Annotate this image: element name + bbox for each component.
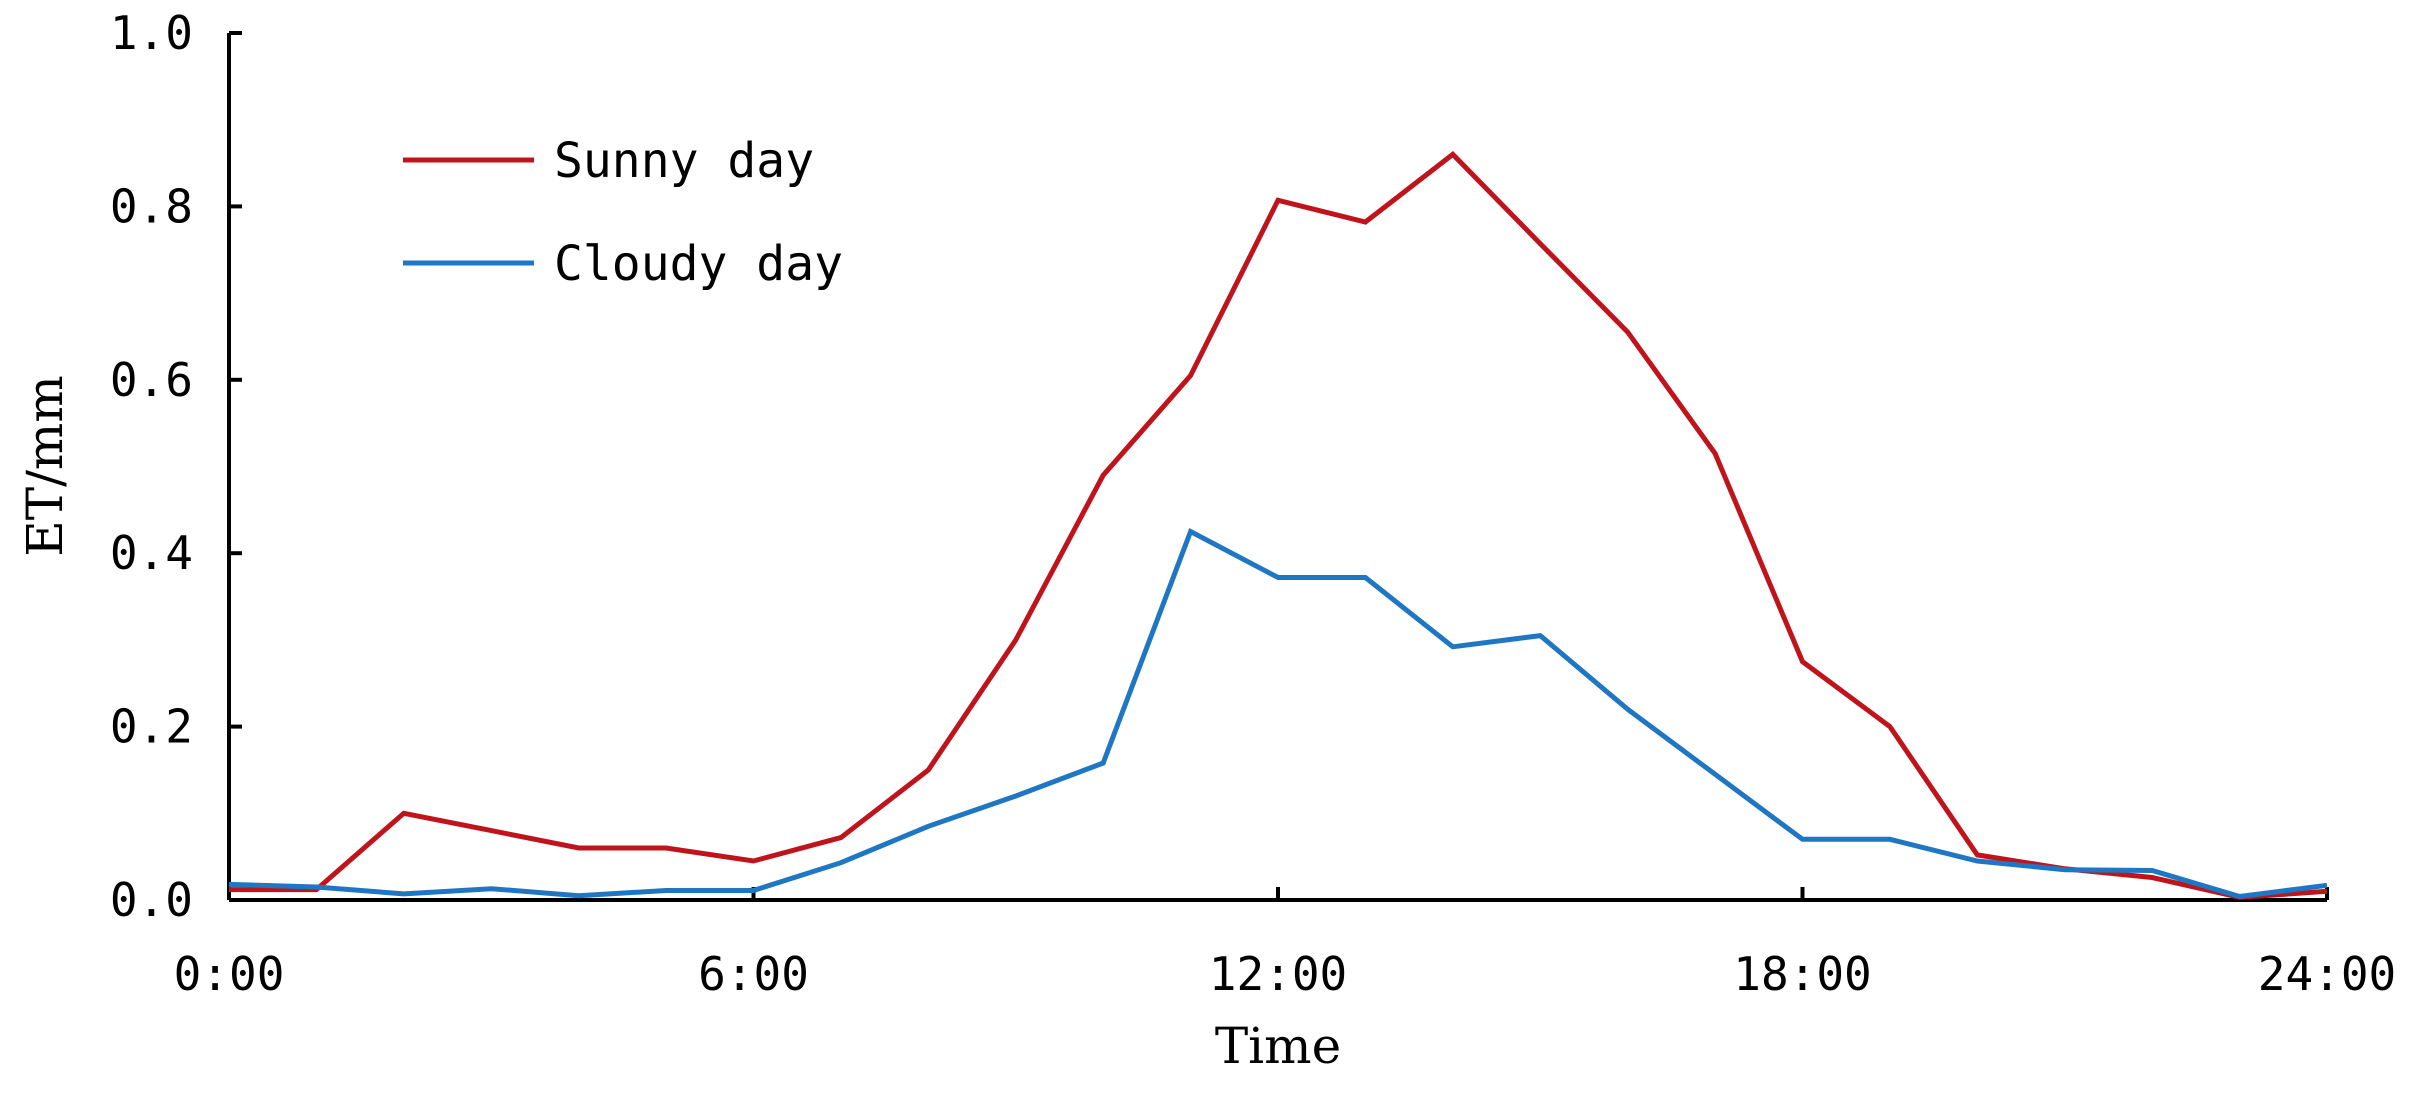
ticks: 0.0 0.2 0.4 0.6 0.8 1.0 0:00 6:00 12:00 18:00 24:0… (110, 6, 2396, 1001)
y-tick-label: 0.8 (110, 179, 193, 233)
legend: Sunny day Cloudy day (403, 133, 843, 292)
x-axis-title: Time (1215, 1017, 1341, 1075)
series (228, 151, 2328, 900)
x-tick-label: 6:00 (698, 947, 809, 1001)
series-line-sunny-day (229, 151, 2328, 900)
x-tick-label: 24:00 (2258, 947, 2396, 1001)
y-tick-label: 1.0 (110, 6, 193, 60)
y-tick-label: 0.2 (110, 700, 193, 754)
x-tick-label: 0:00 (174, 947, 285, 1001)
y-tick-label: 0.0 (110, 873, 193, 927)
legend-label-sunny-day: Sunny day (554, 133, 814, 189)
legend-label-cloudy-day: Cloudy day (554, 236, 843, 292)
y-tick-label: 0.4 (110, 526, 193, 580)
x-tick-label: 12:00 (1209, 947, 1347, 1001)
axes (227, 33, 2327, 902)
series-line-cloudy-day (228, 527, 2328, 900)
y-axis-title: ET/mm (16, 375, 74, 557)
y-tick-label: 0.6 (110, 353, 193, 407)
x-tick-label: 18:00 (1733, 947, 1871, 1001)
